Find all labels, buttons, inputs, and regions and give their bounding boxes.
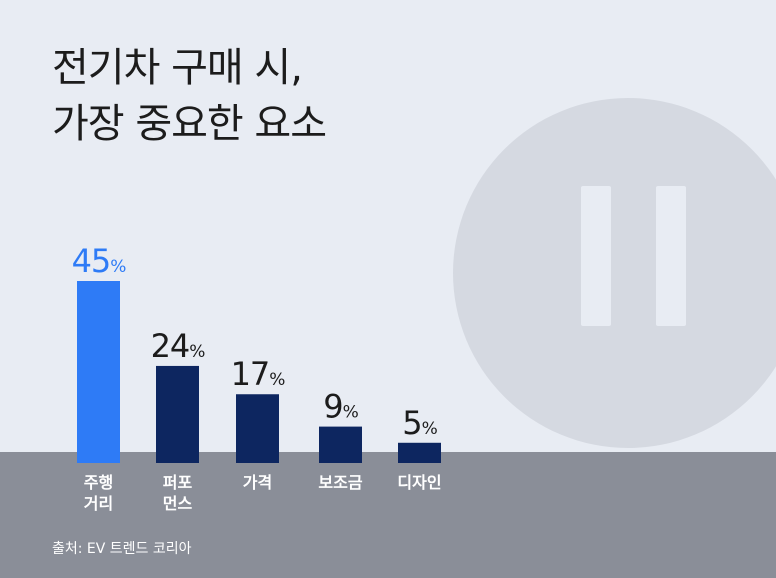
bar-1 [156, 365, 199, 463]
chart-title-line-1: 전기차 구매 시, [52, 45, 303, 91]
bar-0 [77, 281, 120, 463]
category-label-3: 보조금 [318, 473, 362, 492]
chart-title-line-2: 가장 중요한 요소 [52, 101, 327, 147]
ground-band [0, 452, 776, 578]
category-label-2: 가격 [243, 473, 272, 492]
category-label-1: 퍼포 먼스 [163, 473, 193, 513]
decorative-circle [453, 98, 776, 448]
value-label-1: 24% [151, 327, 206, 365]
bar-4 [398, 442, 441, 463]
value-label-3: 9% [323, 388, 358, 426]
chart-title: 전기차 구매 시, 가장 중요한 요소 [52, 40, 327, 152]
bar-2 [236, 394, 279, 463]
category-label-4: 디자인 [397, 473, 441, 492]
category-label-0: 주행 거리 [84, 473, 113, 513]
decorative-bar-right [656, 186, 686, 326]
value-label-0: 45% [72, 242, 127, 280]
bar-3 [319, 426, 362, 463]
value-label-4: 5% [402, 404, 437, 442]
source-note: 출처: EV 트렌드 코리아 [52, 541, 192, 557]
value-label-2: 17% [231, 355, 286, 393]
decorative-bar-left [581, 186, 611, 326]
